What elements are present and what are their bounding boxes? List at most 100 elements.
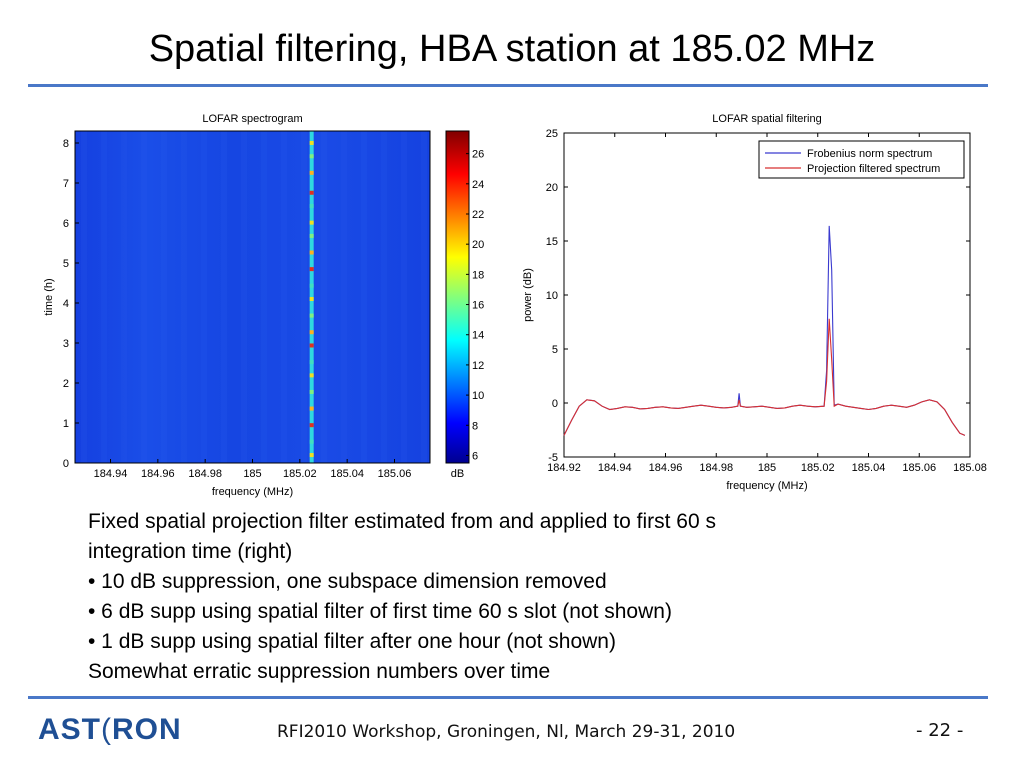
heatmap-texture-band [221,131,227,463]
chart-title: LOFAR spatial filtering [712,113,821,125]
y-tick-label: 5 [552,344,558,356]
heatmap-texture-band [381,131,387,463]
logo-text-part1: AST [38,713,101,746]
y-tick-label: 6 [63,218,69,230]
heatmap-texture-band [421,131,427,463]
x-tick-label: 184.96 [141,468,175,480]
colorbar-tick-label: 12 [472,360,484,372]
description-line: Fixed spatial projection filter estimate… [88,510,716,533]
y-tick-label: 3 [63,338,69,350]
heatmap-texture-band [281,131,287,463]
x-tick-label: 184.92 [547,462,581,474]
heatmap-texture-band [161,131,167,463]
colorbar-tick-label: 6 [472,450,478,462]
x-tick-label: 185.04 [330,468,364,480]
y-tick-label: -5 [548,452,558,464]
top-divider [28,84,988,87]
colorbar-label: dB [451,468,464,480]
heatmap-texture-band [121,131,127,463]
spatial-filtering-chart: LOFAR spatial filtering 184.92 184.94 184.9… [522,113,987,492]
x-tick-label: 184.98 [188,468,222,480]
rfi-line-spot [309,423,314,428]
x-axis-label: frequency (MHz) [726,480,807,492]
rfi-line-spot [309,453,314,458]
y-axis-label: time (h) [43,278,55,315]
x-tick-label: 184.98 [699,462,733,474]
rfi-line-spot [309,154,314,159]
rfi-line-spot [309,439,314,444]
y-tick-label: 15 [546,236,558,248]
y-tick-label: 0 [63,458,69,470]
colorbar-tick-label: 16 [472,300,484,312]
colorbar-tick-label: 18 [472,269,484,281]
rfi-line-spot [309,204,314,209]
colorbar-tick-label: 20 [472,239,484,251]
y-tick-label: 20 [546,182,558,194]
legend-label: Frobenius norm spectrum [807,148,932,160]
colorbar [445,130,470,464]
description-line: Somewhat erratic suppression numbers ove… [88,660,551,683]
description-line: integration time (right) [88,540,293,563]
heatmap-background [75,131,430,463]
heatmap-texture-band [141,131,147,463]
x-tick-label: 185.02 [283,468,317,480]
rfi-line-spot [309,373,314,378]
rfi-line-spot [309,283,314,288]
heatmap-texture-band [201,131,207,463]
rfi-line-spot [309,190,314,195]
bullet-item: • 6 dB supp using spatial filter of firs… [88,600,672,623]
x-tick-label: 185 [758,462,776,474]
rfi-line-spot [309,343,314,348]
rfi-line-spot [309,140,314,145]
heatmap-texture-band [341,131,347,463]
chart-title: LOFAR spectrogram [202,113,302,125]
rfi-line-spot [309,220,314,225]
bullet-item: • 1 dB supp using spatial filter after o… [88,630,616,653]
rfi-line-spot [309,389,314,394]
rfi-line-spot [309,313,314,318]
rfi-line-spot [309,233,314,238]
x-tick-label: 185.08 [953,462,987,474]
colorbar-tick-label: 14 [472,330,484,342]
x-tick-label: 185.06 [378,468,412,480]
page-number: - 22 - [916,720,964,741]
bottom-divider [28,696,988,699]
logo-text-part2: RON [112,713,182,746]
colorbar-tick-label: 26 [472,149,484,161]
heatmap-texture-band [181,131,187,463]
legend-label: Projection filtered spectrum [807,163,940,175]
x-axis-label: frequency (MHz) [212,486,293,498]
slide-title: Spatial filtering, HBA station at 185.02… [148,28,876,70]
y-tick-label: 7 [63,178,69,190]
rfi-line-spot [309,297,314,301]
rfi-line-spot [309,170,314,175]
series-line-projection [563,318,966,436]
colorbar-tick-label: 24 [472,179,484,191]
heatmap-texture-band [321,131,327,463]
heatmap-texture-band [401,131,407,463]
y-tick-label: 5 [63,258,69,270]
x-tick-label: 184.94 [598,462,632,474]
rfi-line-spot [309,250,314,255]
legend-box [758,140,965,179]
rfi-line-spot [309,360,314,365]
y-tick-label: 8 [63,138,69,150]
heatmap-texture-band [301,131,307,463]
heatmap-texture-band [81,131,87,463]
x-tick-label: 184.96 [649,462,683,474]
astron-logo: AST(RON [38,713,182,747]
y-tick-label: 1 [63,418,69,430]
x-tick-label: 185.04 [852,462,886,474]
y-tick-label: 4 [63,298,69,310]
description-text: Fixed spatial projection filter estimate… [88,507,968,687]
colorbar-tick-label: 22 [472,209,484,221]
x-tick-label: 185.02 [801,462,835,474]
rfi-line-spot [309,330,314,335]
x-tick-label: 185.06 [902,462,936,474]
rfi-line-spot [309,267,314,272]
logo-swoosh-icon: ( [101,713,112,746]
heatmap-texture-band [361,131,367,463]
rfi-line-spot [309,406,314,411]
bullet-item: • 10 dB suppression, one subspace dimens… [88,570,607,593]
